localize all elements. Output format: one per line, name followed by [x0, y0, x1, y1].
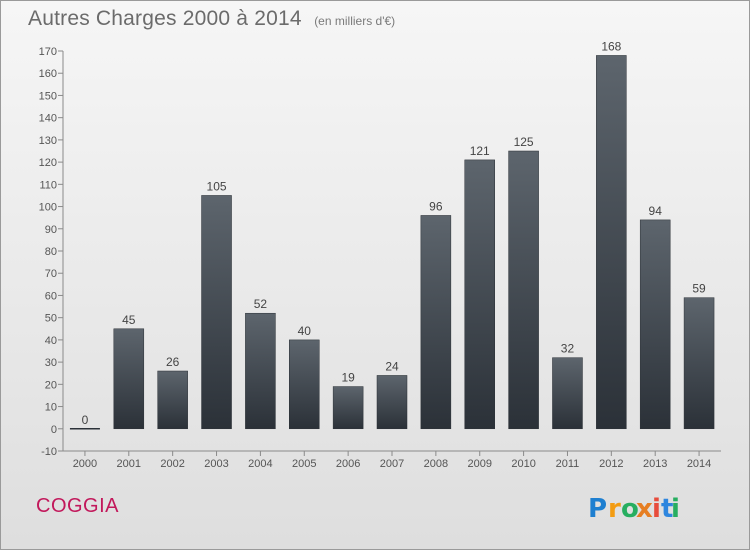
data-label: 94 — [649, 204, 663, 218]
logo-letter: P — [588, 494, 607, 524]
bar-2013 — [639, 219, 671, 430]
y-tick-label: 160 — [39, 68, 57, 80]
data-label: 125 — [514, 135, 534, 149]
data-label: 26 — [166, 355, 180, 369]
x-tick-label: 2014 — [687, 458, 711, 470]
x-tick-label: 2008 — [424, 458, 448, 470]
y-tick-label: 120 — [39, 157, 57, 169]
bar-2009 — [464, 159, 495, 430]
y-tick-label: 170 — [39, 46, 57, 58]
y-tick-label: 20 — [45, 379, 57, 391]
x-tick-label: 2010 — [511, 458, 535, 470]
y-tick-label: 140 — [39, 113, 57, 125]
axes: -10 0 10 20 30 40 50 60 70 80 90 100 110 120 130 140 150… — [39, 46, 721, 470]
data-label: 0 — [82, 413, 89, 427]
logo-letter: i — [671, 494, 680, 524]
data-label: 32 — [561, 342, 575, 356]
bar-2012 — [596, 55, 627, 430]
bar-2010 — [508, 150, 539, 430]
data-label: 59 — [692, 282, 706, 296]
x-tick-label: 2000 — [73, 458, 97, 470]
y-tick-label: 30 — [45, 357, 57, 369]
data-label: 19 — [341, 371, 355, 385]
bar-2001 — [113, 328, 145, 430]
y-tick-label: 110 — [39, 179, 57, 191]
logo-letter: o — [621, 494, 639, 524]
data-label: 121 — [470, 144, 490, 158]
x-tick-label: 2013 — [643, 458, 667, 470]
logo-letter: t — [661, 494, 673, 524]
bar-2003 — [201, 195, 232, 430]
bar-2011 — [552, 357, 583, 430]
logo-letter: i — [652, 494, 661, 524]
data-label: 96 — [429, 199, 443, 213]
x-tick-label: 2002 — [160, 458, 184, 470]
chart-subtitle: (en milliers d'€) — [314, 14, 396, 28]
y-tick-label: 50 — [45, 313, 57, 325]
data-label: 168 — [601, 39, 621, 53]
logo-letter: x — [636, 494, 653, 524]
x-tick-label: 2001 — [117, 458, 141, 470]
y-tick-label: 60 — [45, 290, 57, 302]
y-tick-label: 130 — [39, 135, 57, 147]
data-label: 52 — [254, 297, 268, 311]
bar-2004 — [245, 312, 276, 430]
data-label: 40 — [298, 324, 312, 338]
bar-2005 — [289, 339, 320, 430]
y-tick-label: 0 — [51, 424, 57, 436]
bar-2007 — [376, 375, 408, 430]
x-tick-label: 2012 — [599, 458, 623, 470]
logo-letter: r — [608, 494, 621, 524]
y-tick-label: 100 — [39, 202, 57, 214]
y-tick-label: 40 — [45, 335, 57, 347]
y-tick-label: 90 — [45, 224, 57, 236]
y-tick-label: 70 — [45, 268, 57, 280]
y-tick-label: 150 — [39, 90, 57, 102]
y-tick-label: 80 — [45, 246, 57, 258]
x-tick-label: 2007 — [380, 458, 404, 470]
bar-2002 — [157, 370, 188, 430]
x-tick-label: 2011 — [556, 458, 580, 470]
data-label: 24 — [385, 359, 399, 373]
y-tick-label: 10 — [45, 402, 57, 414]
bar-2006 — [332, 386, 364, 430]
data-label: 105 — [207, 179, 227, 193]
bar-2008 — [420, 215, 452, 430]
bars — [69, 55, 715, 430]
bar-2014 — [683, 297, 715, 430]
chart-title: Autres Charges 2000 à 2014 — [28, 7, 302, 30]
x-tick-label: 2009 — [467, 458, 491, 470]
x-tick-label: 2005 — [292, 458, 316, 470]
x-tick-label: 2006 — [336, 458, 360, 470]
x-tick-label: 2004 — [248, 458, 272, 470]
x-tick-label: 2003 — [204, 458, 228, 470]
data-labels: 0 45 26 105 52 40 19 24 96 121 125 32 168 94 59 — [82, 39, 706, 426]
commune-name: COGGIA — [36, 495, 120, 517]
data-label: 45 — [122, 313, 136, 327]
title-row: Autres Charges 2000 à 2014 (en milliers … — [28, 7, 395, 31]
y-tick-label: -10 — [41, 446, 57, 458]
